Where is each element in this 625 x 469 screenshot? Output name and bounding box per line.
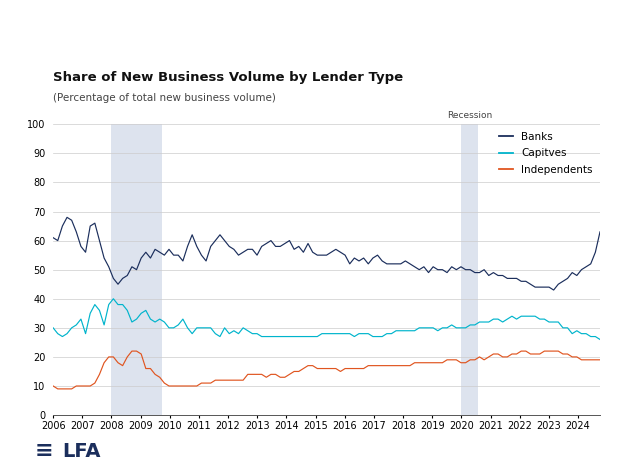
Bar [111, 124, 162, 415]
Text: Banking financing surged back to mid-2000 levels: Banking financing surged back to mid-200… [16, 31, 484, 49]
Text: Recession: Recession [448, 111, 493, 120]
Text: (Percentage of total new business volume): (Percentage of total new business volume… [53, 93, 276, 103]
Text: LFA: LFA [62, 441, 101, 461]
Legend: Banks, Capitves, Independents: Banks, Capitves, Independents [495, 128, 597, 179]
Text: Share of New Business Volume by Lender Type: Share of New Business Volume by Lender T… [53, 71, 403, 84]
Text: ≡: ≡ [34, 440, 53, 461]
Bar [461, 124, 478, 415]
